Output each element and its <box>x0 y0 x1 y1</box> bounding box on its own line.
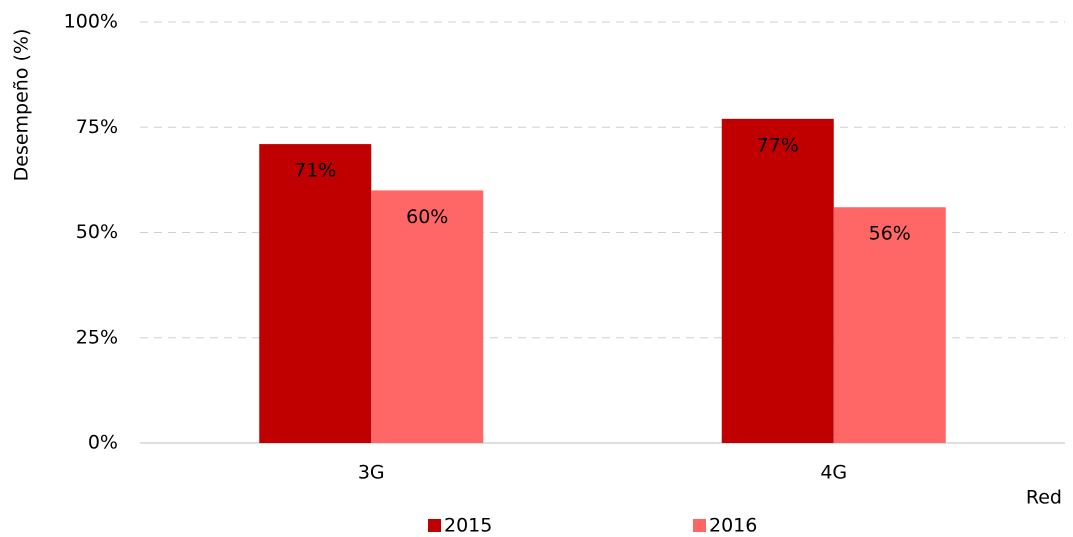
y-tick-label: 75% <box>76 116 118 138</box>
y-tick-label: 100% <box>64 11 118 33</box>
data-label: 60% <box>406 206 448 228</box>
legend-label: 2016 <box>709 515 757 537</box>
legend-swatch <box>693 519 706 532</box>
bar <box>371 190 484 443</box>
x-axis-label: Red <box>1026 487 1062 509</box>
x-tick-label: 3G <box>358 462 385 484</box>
y-axis-label: Desempeño (%) <box>11 29 33 182</box>
bar <box>259 144 372 443</box>
x-tick-label: 4G <box>820 462 847 484</box>
bar <box>833 207 946 443</box>
data-label: 56% <box>869 223 911 245</box>
data-label: 77% <box>757 134 799 156</box>
y-tick-label: 25% <box>76 326 118 348</box>
y-tick-label: 0% <box>88 432 118 454</box>
legend-swatch <box>428 519 441 532</box>
bar <box>721 118 834 443</box>
data-label: 71% <box>294 160 336 182</box>
legend-label: 2015 <box>444 515 492 537</box>
y-tick-label: 50% <box>76 221 118 243</box>
